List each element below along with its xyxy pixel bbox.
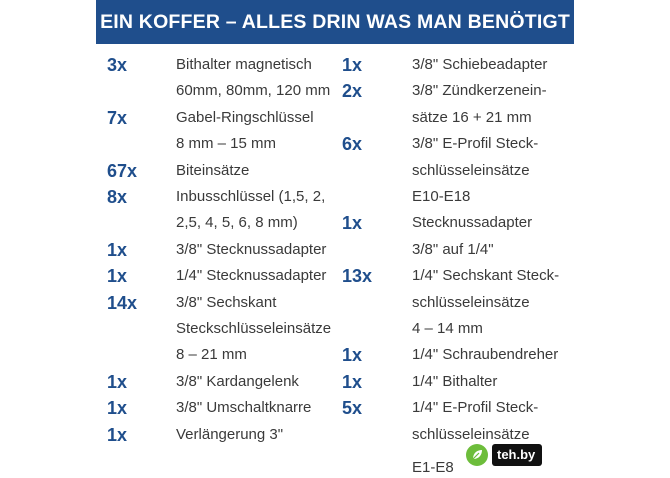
item-description: 8 mm – 15 mm	[176, 135, 277, 153]
quantity: 1x	[107, 424, 128, 445]
item-description: 2,5, 4, 5, 6, 8 mm)	[176, 214, 298, 232]
item-description: 3/8" Stecknussadapter	[176, 240, 327, 258]
item-description: schlüsseleinsätze	[412, 293, 530, 311]
quantity: 1x	[342, 55, 363, 75]
cut-off-line: E1-E8	[412, 459, 454, 476]
item-description: E10-E18	[412, 188, 471, 205]
item-description: 3/8" Sechskant	[176, 293, 277, 311]
item-description: Stecknussadapter	[412, 214, 533, 232]
quantity: 6x	[342, 134, 363, 155]
quantity: 5x	[342, 398, 363, 419]
item-description: 3/8" E-Profil Steck-	[412, 135, 539, 153]
item-description: Gabel-Ringschlüssel	[176, 108, 314, 126]
leaf-logo-icon	[466, 444, 488, 466]
item-description: schlüsseleinsätze	[412, 161, 530, 179]
quantity: 1x	[107, 371, 128, 392]
quantity: 2x	[342, 81, 363, 102]
quantity: 7x	[107, 107, 128, 128]
item-description: Inbusschlüssel (1,5, 2,	[176, 188, 326, 205]
item-description: sätze 16 + 21 mm	[412, 108, 532, 126]
item-description: Steckschlüsseleinsätze	[176, 320, 332, 337]
watermark-text: teh.by	[492, 444, 543, 466]
page-title-banner: EIN KOFFER – ALLES DRIN WAS MAN BENÖTIGT	[96, 0, 574, 44]
quantity: 1x	[107, 239, 128, 260]
quantity: 1x	[107, 266, 128, 287]
quantity: 1x	[342, 213, 363, 234]
quantity: 1x	[342, 345, 363, 366]
item-description: 4 – 14 mm	[412, 320, 483, 337]
page-title: EIN KOFFER – ALLES DRIN WAS MAN BENÖTIGT	[100, 10, 570, 33]
item-description: Bithalter magnetisch	[176, 56, 312, 73]
item-description: Biteinsätze	[176, 161, 250, 179]
item-description: 3/8" Zündkerzenein-	[412, 82, 547, 100]
item-description: 1/4" Stecknussadapter	[176, 267, 327, 285]
item-description: 1/4" Bithalter	[412, 372, 498, 390]
item-description: schlüsseleinsätze	[412, 425, 530, 443]
item-description: 1/4" Schraubendreher	[412, 346, 559, 364]
item-description: 60mm, 80mm, 120 mm	[176, 82, 331, 100]
item-description: 8 – 21 mm	[176, 346, 247, 364]
quantity: 1x	[107, 398, 128, 419]
quantity: 14x	[107, 292, 138, 313]
quantity: 67x	[107, 160, 138, 181]
item-description: 3/8" auf 1/4"	[412, 240, 494, 258]
quantity: 13x	[342, 266, 373, 287]
quantity: 8x	[107, 187, 128, 207]
item-description: 1/4" E-Profil Steck-	[412, 399, 539, 417]
quantity: 1x	[342, 371, 363, 392]
item-description: 3/8" Kardangelenk	[176, 372, 299, 390]
item-description: 1/4" Sechskant Steck-	[412, 267, 560, 285]
watermark: teh.by	[466, 443, 543, 467]
item-description: 3/8" Umschaltknarre	[176, 399, 312, 417]
item-description: 3/8" Schiebeadapter	[412, 56, 548, 73]
quantity: 3x	[107, 55, 128, 75]
item-description: Verlängerung 3"	[176, 425, 284, 443]
